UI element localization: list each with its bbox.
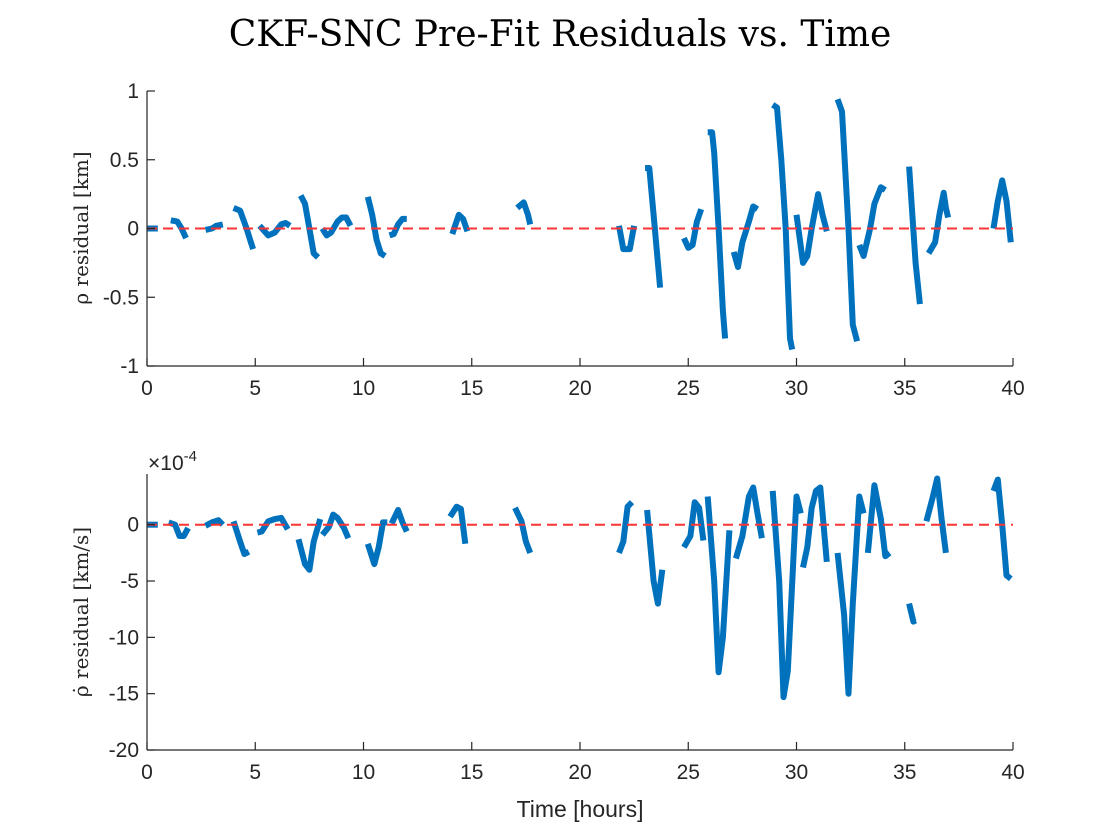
- rho-dot-ylabel: ρ̇ residual [km/s]: [69, 527, 93, 697]
- rho-dot-series-segment: [616, 500, 635, 554]
- rho-x-tick-label: 15: [460, 377, 483, 400]
- rho-dot-series-segment: [733, 484, 765, 560]
- rho-x-tick-label: 5: [249, 377, 261, 400]
- rho-dot-series-segment: [704, 496, 733, 676]
- rho-dot-series-segment: [769, 490, 804, 701]
- rho-dot-x-tick-label: 35: [893, 761, 916, 784]
- rho-y-tick-label: 0: [127, 218, 139, 241]
- rho-dot-series-segment: [364, 519, 388, 568]
- rho-dot-series-segment: [204, 517, 225, 529]
- rho-series-segment: [707, 129, 729, 339]
- rho-dot-x-tick-label: 10: [352, 761, 375, 784]
- rho-dot-y-tick-label: -15: [109, 683, 139, 706]
- rho-dot-series-segment: [388, 507, 410, 533]
- rho-dot-x-tick-label: 25: [677, 761, 700, 784]
- rho-dot-y-tick-label: -10: [109, 626, 139, 649]
- rho-dot-y-tick-label: -5: [120, 570, 139, 593]
- rho-series-segment: [204, 221, 224, 233]
- rho-dot-x-tick-label: 20: [568, 761, 591, 784]
- rho-x-tick-label: 20: [568, 377, 591, 400]
- rho-series-segment: [834, 98, 861, 343]
- rho-dot-y-tick-label: -20: [109, 739, 139, 762]
- rho-series-segment: [364, 196, 387, 259]
- rho-dot-series-segment: [230, 520, 251, 557]
- rho-dot-series-segment: [295, 518, 324, 573]
- rho-residual-plot: ρ residual [km] 0 5 10 15 20 25 30 35 40 -1 -0.5 0 0…: [69, 80, 1025, 400]
- rho-dot-y-tick-label: 0: [127, 514, 139, 537]
- exponent-label: ×10-4: [148, 448, 197, 475]
- rho-y-tick-label: 0.5: [110, 149, 139, 172]
- rho-series-segment: [616, 225, 638, 253]
- rho-dot-x-tick-label: 0: [141, 761, 153, 784]
- rho-series-segment: [298, 194, 321, 260]
- rho-series-segment: [645, 165, 664, 288]
- rho-series-segment: [906, 166, 923, 305]
- rho-series-segment: [319, 214, 354, 239]
- rho-series-segment: [771, 102, 796, 351]
- rho-dot-residual-plot: ρ̇ residual [km/s] ×10-4 Time [hours] 0 5…: [69, 448, 1025, 822]
- rho-y-tick-label: -1: [120, 355, 139, 378]
- rho-y-tick-label: -0.5: [103, 286, 139, 309]
- rho-dot-series-segment: [906, 602, 918, 625]
- rho-x-tick-label: 0: [141, 377, 153, 400]
- rho-series-segment: [990, 177, 1014, 243]
- rho-dot-x-tick-label: 5: [249, 761, 261, 784]
- rho-dot-series-segment: [447, 503, 469, 545]
- rho-series-segment: [388, 215, 407, 239]
- rho-x-tick-label: 35: [893, 377, 916, 400]
- rho-dot-series-segment: [256, 514, 291, 536]
- rho-x-tick-label: 30: [785, 377, 808, 400]
- rho-series-segment: [730, 203, 760, 270]
- rho-dot-x-tick-label: 40: [1001, 761, 1024, 784]
- rho-ylabel: ρ residual [km]: [69, 151, 93, 304]
- rho-dot-series-segment: [990, 476, 1013, 582]
- rho-series-segment: [515, 199, 534, 226]
- rho-dot-x-tick-label: 30: [785, 761, 808, 784]
- rho-series-segment: [681, 208, 705, 251]
- rho-dot-series-segment: [320, 511, 352, 540]
- exponent-prefix: ×10: [148, 452, 184, 475]
- rho-series-segment: [449, 211, 471, 235]
- rho-y-tick-label: 1: [127, 80, 139, 103]
- rho-dot-series-segment: [644, 509, 666, 607]
- rho-series-segment: [170, 217, 189, 240]
- rho-x-tick-label: 10: [352, 377, 375, 400]
- rho-dot-series-segment: [512, 506, 534, 554]
- rho-dot-series-segment: [800, 484, 830, 569]
- exponent-power: -4: [184, 448, 197, 465]
- chart-title: CKF-SNC Pre-Fit Residuals vs. Time: [229, 14, 892, 55]
- rho-dot-series-segment: [923, 475, 949, 554]
- rho-x-tick-label: 40: [1001, 377, 1024, 400]
- rho-x-tick-label: 25: [677, 377, 700, 400]
- rho-dot-x-tick-label: 15: [460, 761, 483, 784]
- rho-dot-series-segment: [681, 499, 707, 549]
- rho-series-segment: [926, 189, 952, 255]
- rho-dot-series-segment: [834, 493, 867, 697]
- time-xlabel: Time [hours]: [517, 796, 644, 822]
- rho-dot-series-segment: [864, 482, 892, 560]
- rho-series-segment: [856, 184, 887, 259]
